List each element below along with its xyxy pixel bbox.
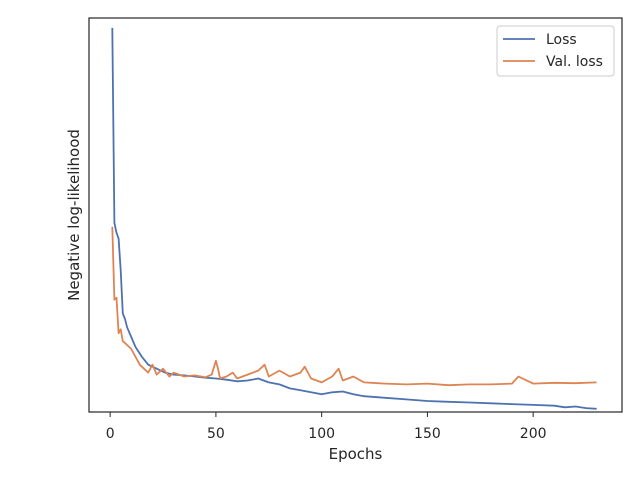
- plot-frame: [88, 17, 623, 413]
- series-line-loss: [111, 27, 597, 410]
- x-tick-label: 0: [106, 426, 115, 442]
- x-tick-label: 50: [207, 426, 225, 442]
- x-axis-ticks: 0 50 100 150 200: [106, 412, 547, 442]
- legend-label-loss: Loss: [546, 32, 577, 48]
- legend: Loss Val. loss: [496, 25, 615, 77]
- plot-lines: [111, 27, 597, 410]
- x-tick-label: 200: [520, 426, 547, 442]
- legend-label-val-loss: Val. loss: [546, 54, 603, 70]
- x-axis-label: Epochs: [329, 445, 383, 463]
- x-tick-label: 150: [414, 426, 441, 442]
- y-axis-label: Negative log-likelihood: [65, 129, 83, 301]
- x-tick-label: 100: [308, 426, 335, 442]
- series-line-val-loss: [111, 226, 597, 387]
